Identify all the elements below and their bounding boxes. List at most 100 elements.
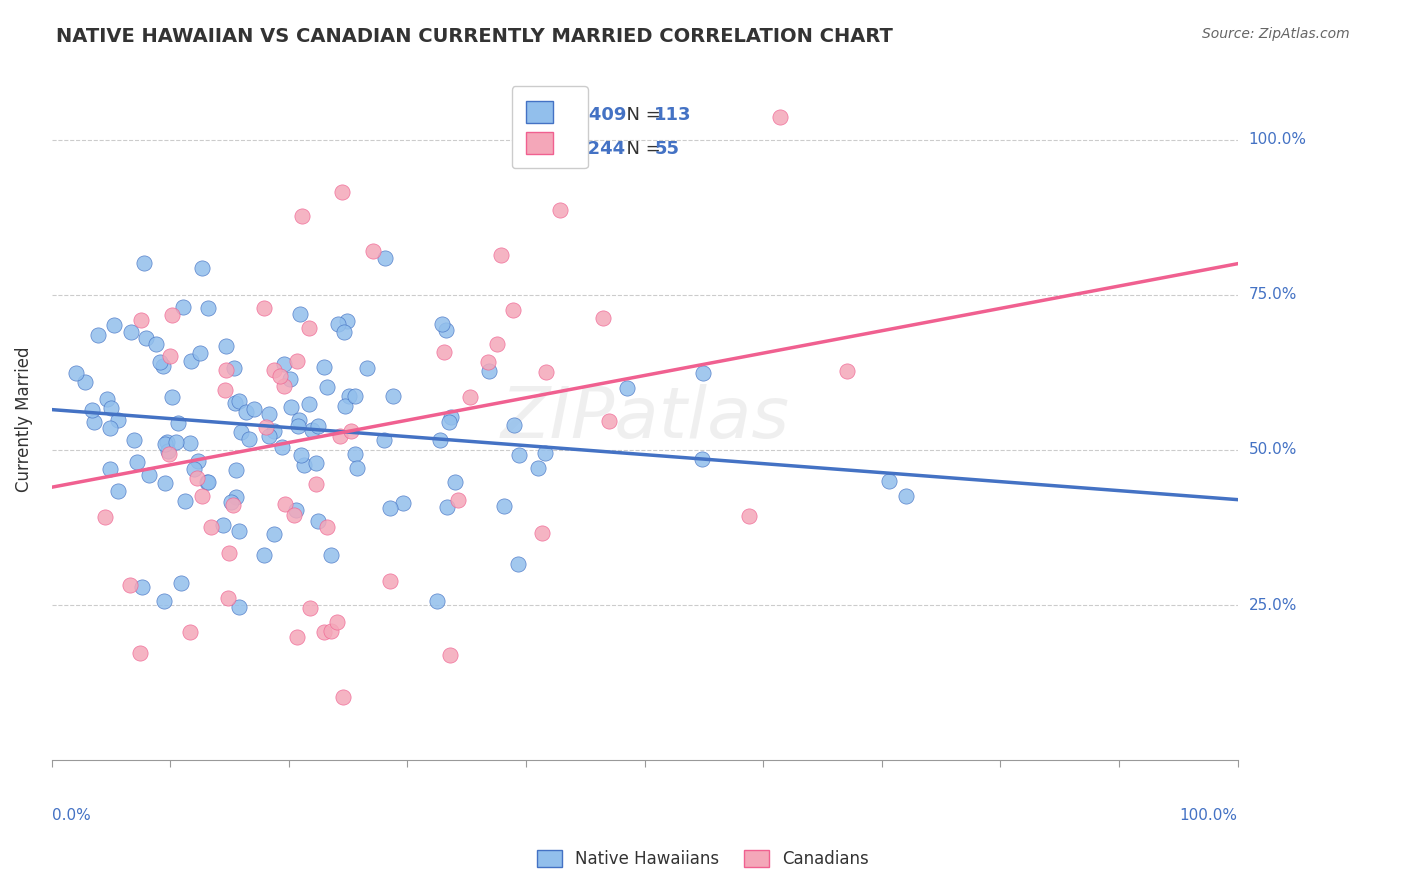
Point — [373, 434, 395, 448]
Legend: Native Hawaiians, Canadians: Native Hawaiians, Canadians — [530, 843, 876, 875]
Point — [298, 601, 321, 615]
Point — [391, 496, 413, 510]
Point — [135, 331, 157, 345]
Point — [122, 433, 145, 447]
Point — [200, 520, 222, 534]
Point — [329, 429, 352, 443]
Point — [253, 548, 276, 562]
Point — [439, 409, 461, 424]
Point — [458, 390, 481, 404]
Point — [224, 396, 246, 410]
Point — [153, 594, 176, 608]
Point — [186, 470, 208, 484]
Point — [87, 327, 110, 342]
Point — [531, 526, 554, 541]
Text: N =: N = — [614, 106, 666, 124]
Point — [592, 311, 614, 326]
Point — [328, 317, 350, 331]
Point — [83, 415, 105, 429]
Text: -0.409: -0.409 — [561, 106, 626, 124]
Point — [305, 477, 328, 491]
Point — [212, 517, 235, 532]
Point — [316, 380, 339, 394]
Point — [225, 463, 247, 477]
Point — [426, 593, 449, 607]
Point — [502, 303, 524, 318]
Point — [179, 624, 201, 639]
Point — [333, 326, 356, 340]
Text: 100.0%: 100.0% — [1249, 132, 1306, 147]
Point — [228, 394, 250, 409]
Point — [692, 366, 714, 380]
Point — [429, 433, 451, 447]
Point — [486, 337, 509, 351]
Text: 100.0%: 100.0% — [1180, 808, 1237, 823]
Point — [215, 363, 238, 377]
Y-axis label: Currently Married: Currently Married — [15, 346, 32, 491]
Text: Source: ZipAtlas.com: Source: ZipAtlas.com — [1202, 27, 1350, 41]
Point — [837, 364, 859, 378]
Point — [298, 321, 321, 335]
Point — [301, 423, 323, 437]
Point — [278, 372, 301, 386]
Point — [378, 500, 401, 515]
Point — [508, 448, 530, 462]
Point — [94, 509, 117, 524]
Point — [491, 248, 513, 262]
Point — [378, 574, 401, 589]
Point — [536, 365, 558, 379]
Point — [297, 397, 319, 411]
Point — [304, 456, 326, 470]
Point — [195, 475, 218, 490]
Point — [285, 353, 308, 368]
Point — [616, 381, 638, 395]
Point — [149, 355, 172, 369]
Point — [156, 434, 179, 449]
Point — [598, 414, 620, 428]
Point — [263, 363, 285, 377]
Point — [374, 251, 396, 265]
Point — [274, 497, 297, 511]
Point — [492, 499, 515, 513]
Point — [307, 418, 329, 433]
Text: 75.0%: 75.0% — [1249, 287, 1296, 302]
Point — [291, 209, 314, 223]
Point — [321, 548, 343, 562]
Point — [162, 308, 184, 322]
Point — [73, 375, 96, 389]
Point — [312, 624, 335, 639]
Point — [229, 425, 252, 439]
Point — [316, 519, 339, 533]
Point — [235, 405, 257, 419]
Point — [159, 349, 181, 363]
Point — [217, 591, 239, 605]
Text: 0.244: 0.244 — [561, 140, 624, 158]
Point — [330, 185, 353, 199]
Text: 0.0%: 0.0% — [52, 808, 90, 823]
Point — [254, 420, 277, 434]
Point — [187, 454, 209, 468]
Point — [269, 369, 291, 384]
Point — [690, 452, 713, 467]
Point — [432, 317, 454, 331]
Point — [325, 615, 347, 630]
Point — [381, 389, 404, 403]
Point — [98, 421, 121, 435]
Point — [434, 322, 457, 336]
Point — [129, 646, 152, 660]
Point — [215, 339, 238, 353]
Point — [314, 359, 336, 374]
Point — [145, 337, 167, 351]
Point — [336, 314, 359, 328]
Point — [222, 361, 245, 376]
Point — [103, 318, 125, 332]
Point — [436, 500, 458, 514]
Point — [263, 424, 285, 438]
Point — [477, 355, 499, 369]
Point — [253, 301, 276, 315]
Point — [506, 557, 529, 571]
Point — [179, 435, 201, 450]
Point — [548, 203, 571, 218]
Point — [228, 599, 250, 614]
Point — [173, 494, 195, 508]
